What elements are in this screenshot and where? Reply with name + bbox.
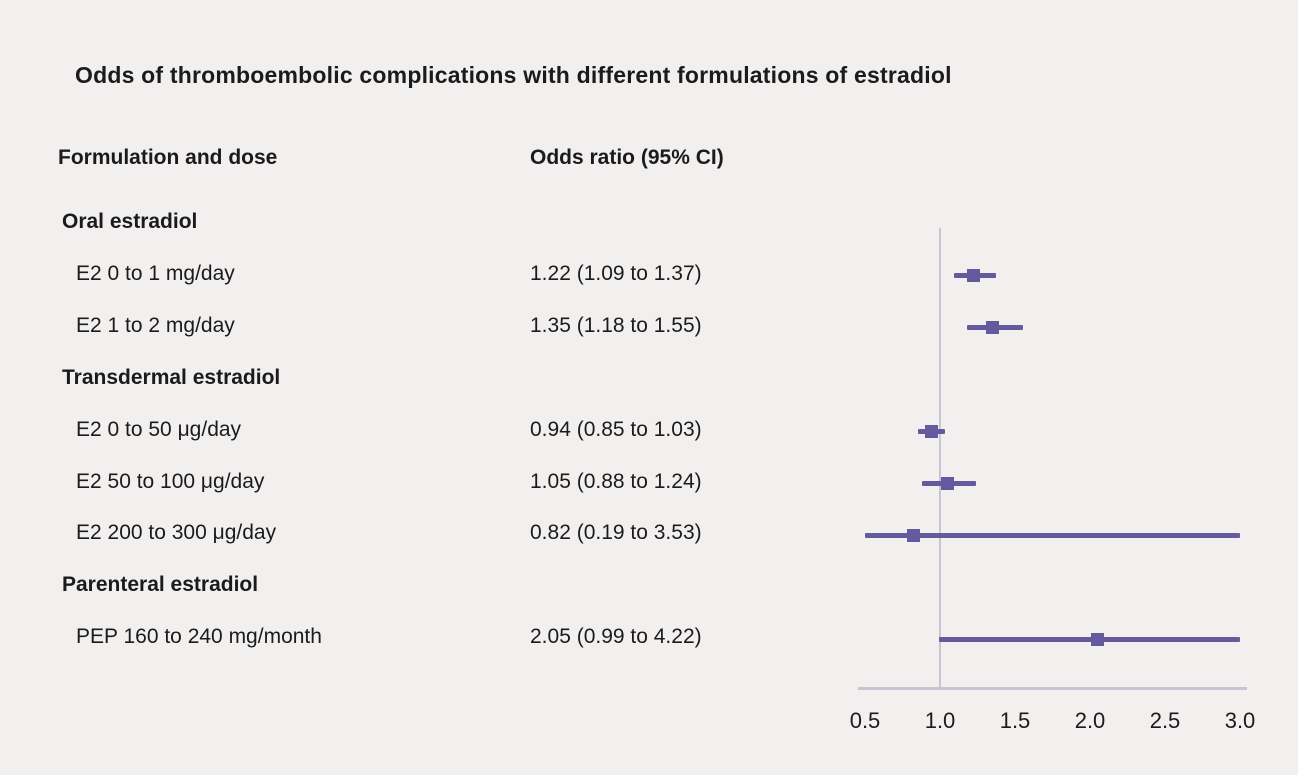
reference-line: [939, 228, 941, 687]
group-label: Transdermal estradiol: [62, 365, 281, 389]
group-label: Oral estradiol: [62, 210, 198, 233]
odds-ratio-marker: [1091, 632, 1104, 646]
x-tick-label: 1.0: [924, 708, 956, 733]
group-label: Parenteral estradiol: [62, 573, 259, 597]
dose-label: E2 0 to 50 μg/day: [76, 417, 242, 441]
dose-label: E2 200 to 300 μg/day: [76, 521, 277, 545]
odds-ratio-value: 0.94 (0.85 to 1.03): [530, 417, 702, 441]
odds-ratio-marker: [906, 528, 920, 542]
dose-label: E2 50 to 100 μg/day: [76, 469, 265, 493]
odds-ratio-value: 1.05 (0.88 to 1.24): [530, 469, 702, 493]
odds-ratio-value: 2.05 (0.99 to 4.22): [530, 625, 702, 649]
confidence-interval-line: [938, 636, 1240, 642]
odds-ratio-marker: [986, 321, 999, 335]
chart-title: Odds of thromboembolic complications wit…: [75, 62, 952, 88]
x-tick-label: 2.5: [1149, 708, 1181, 733]
odds-ratio-marker: [966, 269, 980, 283]
x-tick-label: 2.0: [1074, 708, 1106, 733]
x-tick-label: 3.0: [1224, 708, 1256, 733]
x-tick-label: 0.5: [849, 708, 881, 733]
odds-ratio-marker: [941, 477, 954, 490]
column-header-odds-ratio: Odds ratio (95% CI): [530, 146, 724, 169]
dose-label: E2 1 to 2 mg/day: [76, 313, 235, 337]
odds-ratio-value: 1.22 (1.09 to 1.37): [530, 261, 702, 285]
odds-ratio-value: 1.35 (1.18 to 1.55): [530, 313, 702, 337]
odds-ratio-marker: [924, 425, 938, 439]
column-header-formulation: Formulation and dose: [58, 146, 278, 169]
dose-label: PEP 160 to 240 mg/month: [76, 625, 322, 649]
odds-ratio-value: 0.82 (0.19 to 3.53): [530, 521, 702, 545]
dose-label: E2 0 to 1 mg/day: [76, 261, 235, 285]
confidence-interval-line: [865, 532, 1240, 538]
x-tick-label: 1.5: [999, 708, 1031, 733]
x-axis-line: [858, 687, 1247, 690]
